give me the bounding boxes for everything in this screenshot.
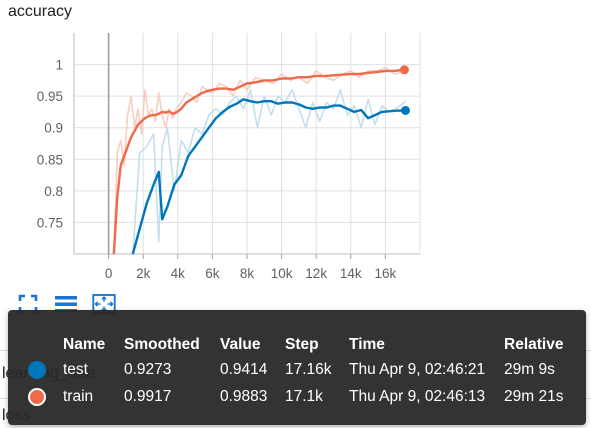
header-smoothed: Smoothed — [124, 336, 200, 353]
tooltip-row: test 0.9273 0.9414 17.16k Thu Apr 9, 02:… — [8, 359, 586, 383]
series-color-dot — [28, 361, 46, 379]
chart-axes: 0 2k 4k 6k 8k 10k 12k 14k 16k 0.75 0.8 0.85 0.9 0.95 1 — [37, 33, 421, 281]
row-name: test — [63, 361, 88, 378]
smoothed-line-train — [112, 68, 405, 255]
row-relative: 29m 9s — [504, 361, 555, 378]
series-end-dot-train — [399, 65, 409, 75]
x-tick-label: 8k — [240, 266, 255, 281]
header-name: Name — [63, 336, 106, 353]
x-tick-label: 12k — [305, 266, 327, 281]
row-smoothed: 0.9917 — [124, 388, 172, 405]
raw-line-train — [113, 66, 405, 255]
series-end-dot-test — [400, 105, 410, 115]
y-tick-label: 0.85 — [37, 152, 63, 167]
raw-line-test — [132, 89, 406, 255]
header-time: Time — [349, 336, 385, 353]
row-smoothed: 0.9273 — [124, 361, 172, 378]
x-tick-label: 10k — [271, 266, 293, 281]
x-tick-label: 2k — [136, 266, 151, 281]
fullscreen-button[interactable] — [16, 292, 40, 316]
x-tick-label: 0 — [105, 266, 113, 281]
y-tick-label: 0.9 — [44, 121, 63, 136]
header-step: Step — [285, 336, 319, 353]
x-tick-label: 14k — [340, 266, 362, 281]
row-time: Thu Apr 9, 02:46:21 — [349, 361, 486, 378]
y-tick-label: 0.8 — [44, 184, 63, 199]
y-tick-label: 0.95 — [37, 89, 63, 104]
chart-tooltip: Name Smoothed Value Step Time Relative t… — [8, 310, 586, 425]
tooltip-header: Name Smoothed Value Step Time Relative — [8, 334, 586, 358]
header-relative: Relative — [504, 336, 564, 353]
row-name: train — [63, 388, 94, 405]
header-value: Value — [220, 336, 261, 353]
chart-toolbar — [16, 292, 116, 316]
series-end-markers — [399, 65, 410, 115]
accuracy-chart[interactable]: 0 2k 4k 6k 8k 10k 12k 14k 16k 0.75 0.8 0.85 0.9 0.95 1 — [0, 0, 591, 290]
card-title: accuracy — [8, 3, 73, 20]
x-tick-label: 6k — [205, 266, 220, 281]
smoothed-series-layer — [112, 68, 406, 255]
row-step: 17.16k — [285, 361, 332, 378]
row-relative: 29m 21s — [504, 388, 564, 405]
fullscreen-icon — [18, 294, 38, 314]
row-value: 0.9414 — [220, 361, 268, 378]
y-tick-label: 1 — [55, 58, 63, 73]
row-time: Thu Apr 9, 02:46:13 — [349, 388, 486, 405]
chart-grid — [74, 33, 420, 254]
tooltip-row: train 0.9917 0.9883 17.1k Thu Apr 9, 02:… — [8, 386, 586, 410]
series-color-dot — [28, 388, 46, 406]
row-step: 17.1k — [285, 388, 323, 405]
y-tick-label: 0.75 — [37, 215, 63, 230]
x-tick-label: 16k — [375, 266, 397, 281]
smoothed-line-test — [131, 98, 406, 255]
x-tick-label: 4k — [171, 266, 186, 281]
row-value: 0.9883 — [220, 388, 268, 405]
raw-series-layer — [113, 66, 406, 255]
